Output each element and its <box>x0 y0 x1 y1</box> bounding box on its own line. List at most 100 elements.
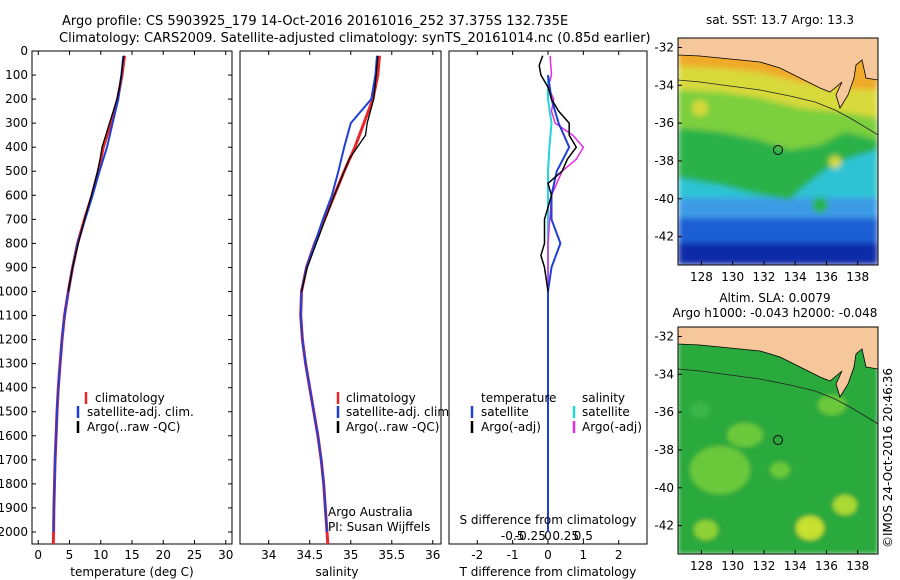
sst-map: sat. SST: 13.7 Argo: 13.3 -32 <box>654 13 879 284</box>
salinity-legend: climatology satellite-adj. clim. Argo(..… <box>336 391 453 434</box>
temperature-tick-label: 25 <box>187 548 202 562</box>
salinity-tick-label: 35 <box>343 548 358 562</box>
temperature-profiles <box>51 55 126 544</box>
temperature-plot-frame <box>31 50 233 545</box>
figure-title-line1: Argo profile: CS 5903925_179 14-Oct-2016… <box>62 14 568 29</box>
salinity-plot-frame <box>239 50 442 545</box>
salinity-tick-label: 36 <box>425 548 440 562</box>
sst-land <box>678 38 878 109</box>
temperature-tick-label: 10 <box>93 548 108 562</box>
longitude-tick-label: 136 <box>815 270 838 284</box>
float-location-marker <box>773 435 783 445</box>
temperature-argo-line <box>67 55 125 292</box>
temperature-tick-label: 15 <box>124 548 139 562</box>
figure-title-line2: Climatology: CARS2009. Satellite-adjuste… <box>59 31 651 46</box>
longitude-tick-label: 130 <box>721 559 744 573</box>
t-difference-tick-label: 1 <box>580 548 588 562</box>
salinity-tick-label: 34.5 <box>296 548 323 562</box>
footer-org: Argo Australia <box>328 505 413 519</box>
t-difference-tick-label: -1 <box>507 548 519 562</box>
legend-satellite-label: satellite-adj. clim. <box>346 405 453 419</box>
depth-tick-label: 700 <box>5 212 28 226</box>
temperature-tick-label: 20 <box>156 548 171 562</box>
longitude-tick-label: 138 <box>846 559 869 573</box>
longitude-tick-label: 138 <box>846 270 869 284</box>
imos-timestamp: ©IMOS 24-Oct-2016 20:46:36 <box>881 368 895 548</box>
s-difference-tick-label: -0.5 <box>501 529 524 543</box>
latitude-tick-label: -38 <box>654 443 674 457</box>
latitude-tick-label: -42 <box>654 230 674 244</box>
legend-temp-satellite-label: satellite <box>481 405 529 419</box>
t-difference-tick-label: 0 <box>544 548 552 562</box>
temperature-panel: 0100200300400500600700800900100011001200… <box>0 44 647 579</box>
depth-tick-label: 100 <box>5 68 28 82</box>
sst-map-title: sat. SST: 13.7 Argo: 13.3 <box>706 13 854 27</box>
latitude-tick-label: -40 <box>654 481 674 495</box>
depth-tick-label: 800 <box>5 236 28 250</box>
temperature-tick-label: 30 <box>218 548 233 562</box>
temperature-axis-label: temperature (deg C) <box>70 565 193 579</box>
depth-tick-label: 500 <box>5 164 28 178</box>
legend-argo-label: Argo(..raw -QC) <box>87 420 180 434</box>
sla-land <box>678 327 878 398</box>
longitude-tick-label: 132 <box>752 270 775 284</box>
longitude-tick-label: 134 <box>784 270 807 284</box>
s-difference-tick-label: 0.5 <box>574 529 593 543</box>
sla-shelf-contour <box>678 368 878 425</box>
legend-satellite-label: satellite-adj. clim. <box>87 405 194 419</box>
depth-tick-label: 200 <box>5 92 28 106</box>
legend-climatology-label: climatology <box>346 391 416 405</box>
sla-map-axes: -32 -34 -36 -38 -40 -42 128 130 132 134 136 138 <box>654 329 869 573</box>
depth-tick-label: 1100 <box>0 309 28 323</box>
temperature-axis: 0 5 10 15 20 25 30 <box>34 51 233 562</box>
sla-map-frame <box>677 326 879 555</box>
legend-temperature-title: temperature <box>481 391 556 405</box>
salinity-axis: 34 34.5 35 35.5 36 <box>261 51 440 562</box>
depth-tick-label: 1400 <box>0 381 28 395</box>
sla-map: Altim. SLA: 0.0079 Argo h1000: -0.043 h2… <box>654 291 879 573</box>
s-difference-tick-label: 0 <box>544 529 552 543</box>
s-difference-tick-label: 0.25 <box>552 529 579 543</box>
sla-map-title-line1: Altim. SLA: 0.0079 <box>719 291 830 305</box>
legend-sal-satellite-label: satellite <box>582 405 630 419</box>
legend-sal-argo-label: Argo(-adj) <box>582 420 642 434</box>
difference-legend: temperature satellite Argo(-adj) salinit… <box>470 391 642 434</box>
difference-profiles <box>538 55 585 532</box>
salinity-argo-line <box>300 55 379 292</box>
depth-tick-label: 1000 <box>0 284 28 298</box>
latitude-tick-label: -32 <box>654 40 674 54</box>
sst-field <box>678 38 878 265</box>
t-diff-satellite-line <box>547 74 571 532</box>
salinity-axis-label: salinity <box>315 565 358 579</box>
temperature-tick-label: 5 <box>66 548 74 562</box>
depth-tick-label: 1600 <box>0 429 28 443</box>
latitude-tick-label: -38 <box>654 154 674 168</box>
sla-map-title-line2: Argo h1000: -0.043 h2000: -0.048 <box>673 306 878 320</box>
legend-temp-argo-label: Argo(-adj) <box>481 420 541 434</box>
t-difference-tick-label: 2 <box>615 548 623 562</box>
sst-map-frame <box>677 37 879 266</box>
salinity-tick-label: 35.5 <box>378 548 405 562</box>
legend-argo-label: Argo(..raw -QC) <box>346 420 439 434</box>
sst-shelf-contour <box>678 79 878 136</box>
s-difference-axis: -0.5-0.250 0.250.5 <box>501 529 593 543</box>
salinity-panel: 34 34.5 35 35.5 36 climatology satellite-adj… <box>239 50 453 579</box>
depth-tick-label: 2000 <box>0 525 28 539</box>
float-location-marker <box>773 145 783 155</box>
t-difference-axis-label: T difference from climatology <box>459 565 637 579</box>
depth-tick-label: 0 <box>20 44 28 58</box>
depth-tick-label: 400 <box>5 140 28 154</box>
salinity-profiles <box>299 55 381 544</box>
t-diff-argo-line <box>538 55 578 292</box>
s-difference-axis-label: S difference from climatology <box>460 513 637 527</box>
temperature-legend: climatology satellite-adj. clim. Argo(..… <box>76 391 194 434</box>
footer-pi: PI: Susan Wijffels <box>328 520 430 534</box>
legend-climatology-label: climatology <box>95 391 165 405</box>
depth-tick-label: 900 <box>5 260 28 274</box>
salinity-tick-label: 34 <box>261 548 276 562</box>
depth-tick-label: 600 <box>5 188 28 202</box>
latitude-tick-label: -36 <box>654 116 674 130</box>
longitude-tick-label: 128 <box>690 270 713 284</box>
latitude-tick-label: -36 <box>654 405 674 419</box>
